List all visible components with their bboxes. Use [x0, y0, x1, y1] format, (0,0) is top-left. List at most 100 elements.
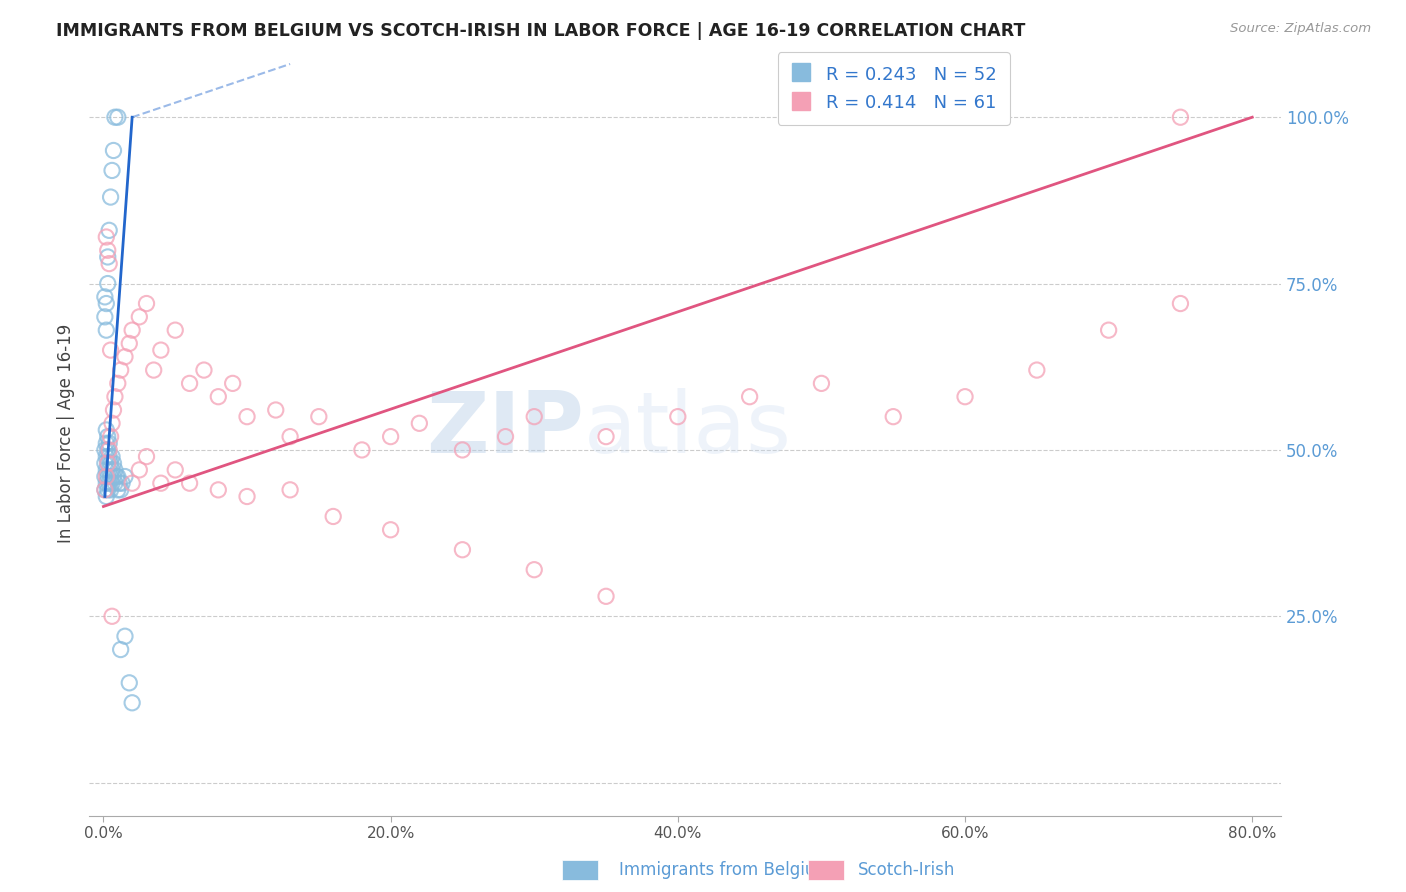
Point	[96, 450, 118, 464]
Point	[100, 483, 122, 497]
Point	[451, 442, 474, 457]
Point	[103, 469, 125, 483]
Point	[104, 390, 127, 404]
Point	[595, 429, 617, 443]
Point	[96, 423, 118, 437]
Point	[595, 590, 617, 604]
Point	[98, 450, 121, 464]
Point	[100, 343, 122, 358]
Point	[114, 469, 136, 483]
Point	[96, 296, 118, 310]
Point	[142, 363, 165, 377]
Point	[97, 250, 120, 264]
Point	[94, 310, 117, 324]
Point	[149, 476, 172, 491]
Point	[107, 469, 129, 483]
Point	[110, 363, 132, 377]
Point	[322, 509, 344, 524]
Point	[118, 675, 141, 690]
Point	[121, 323, 143, 337]
Point	[380, 429, 402, 443]
Point	[96, 469, 118, 483]
Point	[104, 463, 127, 477]
Text: atlas: atlas	[583, 388, 792, 471]
Point	[1098, 323, 1121, 337]
Point	[121, 696, 143, 710]
Point	[953, 390, 976, 404]
Point	[97, 469, 120, 483]
Point	[523, 563, 546, 577]
Point	[100, 469, 122, 483]
Point	[236, 490, 259, 504]
Point	[97, 456, 120, 470]
Point	[103, 456, 125, 470]
Point	[98, 476, 121, 491]
Point	[264, 403, 287, 417]
Point	[110, 642, 132, 657]
Point	[103, 403, 125, 417]
Point	[100, 190, 122, 204]
Point	[128, 310, 150, 324]
Point	[278, 483, 301, 497]
Point	[104, 476, 127, 491]
Point	[97, 429, 120, 443]
Point	[107, 110, 129, 124]
Point	[97, 442, 120, 457]
Point	[96, 463, 118, 477]
Point	[221, 376, 243, 391]
Point	[97, 456, 120, 470]
Point	[207, 390, 229, 404]
Text: Source: ZipAtlas.com: Source: ZipAtlas.com	[1230, 22, 1371, 36]
Point	[165, 463, 187, 477]
Text: Immigrants from Belgium: Immigrants from Belgium	[619, 861, 831, 879]
Point	[98, 442, 121, 457]
Point	[94, 483, 117, 497]
Point	[97, 483, 120, 497]
Point	[101, 163, 124, 178]
Point	[810, 376, 832, 391]
Point	[278, 429, 301, 443]
Point	[101, 417, 124, 431]
Point	[100, 456, 122, 470]
Point	[107, 376, 129, 391]
Point	[96, 476, 118, 491]
Y-axis label: In Labor Force | Age 16-19: In Labor Force | Age 16-19	[58, 324, 75, 543]
Point	[882, 409, 904, 424]
Point	[94, 483, 117, 497]
Point	[94, 469, 117, 483]
Point	[101, 476, 124, 491]
Point	[96, 230, 118, 244]
Point	[98, 436, 121, 450]
Point	[110, 483, 132, 497]
Point	[523, 409, 546, 424]
Point	[108, 476, 131, 491]
Point	[193, 363, 215, 377]
Point	[104, 110, 127, 124]
Point	[97, 244, 120, 258]
Point	[149, 343, 172, 358]
Point	[98, 463, 121, 477]
Point	[121, 476, 143, 491]
Point	[128, 463, 150, 477]
Point	[94, 442, 117, 457]
Point	[100, 429, 122, 443]
Point	[408, 417, 430, 431]
Point	[495, 429, 517, 443]
Point	[1025, 363, 1047, 377]
Text: Scotch-Irish: Scotch-Irish	[858, 861, 955, 879]
Text: ZIP: ZIP	[426, 388, 583, 471]
Point	[179, 376, 201, 391]
Point	[666, 409, 689, 424]
Point	[98, 223, 121, 237]
Point	[94, 456, 117, 470]
Point	[114, 350, 136, 364]
Point	[179, 476, 201, 491]
Point	[135, 296, 157, 310]
Point	[98, 257, 121, 271]
Point	[1170, 296, 1192, 310]
Point	[207, 483, 229, 497]
Point	[236, 409, 259, 424]
Point	[114, 629, 136, 643]
Point	[111, 476, 134, 491]
Point	[738, 390, 761, 404]
